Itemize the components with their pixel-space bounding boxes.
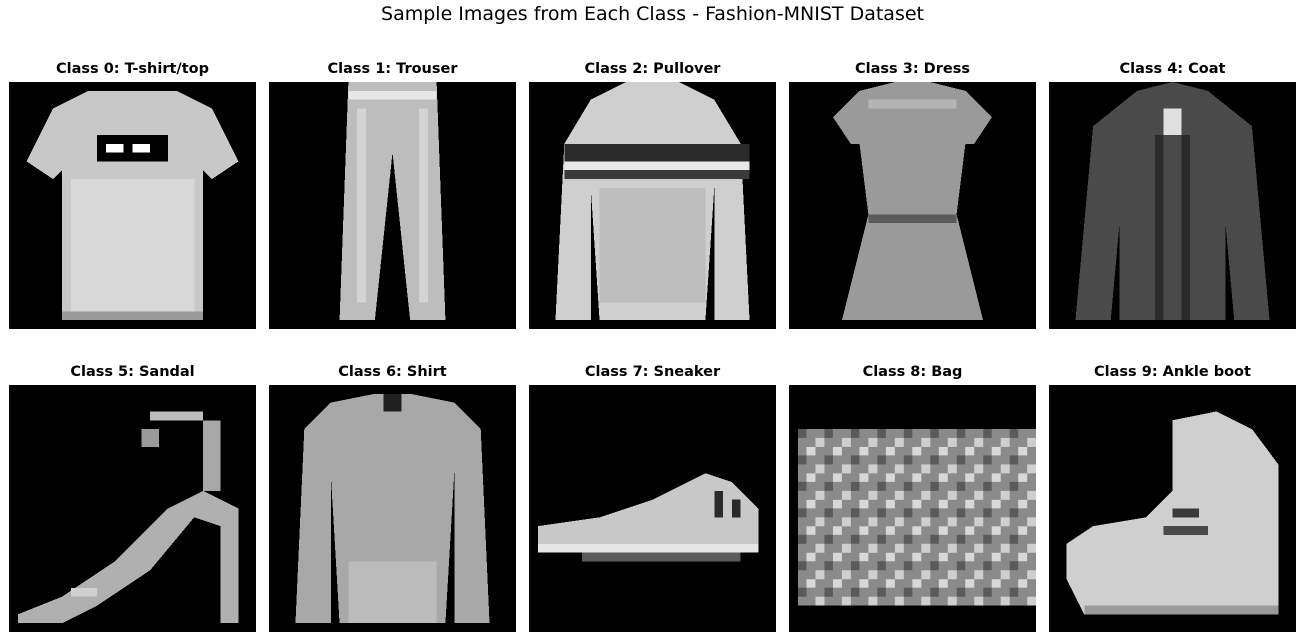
panel-title: Class 4: Coat [1119,61,1226,77]
panel-title: Class 2: Pullover [584,61,721,77]
sneaker-image [529,385,776,632]
panel-title: Class 5: Sandal [70,364,195,380]
panel-title: Class 8: Bag [862,364,963,380]
bag-image [789,385,1036,632]
ankle-boot-image [1049,385,1296,632]
trouser-image [269,82,516,329]
shirt-image [269,385,516,632]
sandal-image [9,385,256,632]
panel-title: Class 0: T-shirt/top [56,61,209,77]
panel-title: Class 1: Trouser [327,61,458,77]
figure-title: Sample Images from Each Class - Fashion-… [381,3,924,25]
panel-title: Class 7: Sneaker [584,364,721,380]
panel-title: Class 6: Shirt [338,364,447,380]
tshirt-image [9,82,256,329]
dress-image [789,82,1036,329]
panel-title: Class 3: Dress [855,61,970,77]
pullover-image [529,82,776,329]
panel-title: Class 9: Ankle boot [1094,364,1251,380]
coat-image [1049,82,1296,329]
